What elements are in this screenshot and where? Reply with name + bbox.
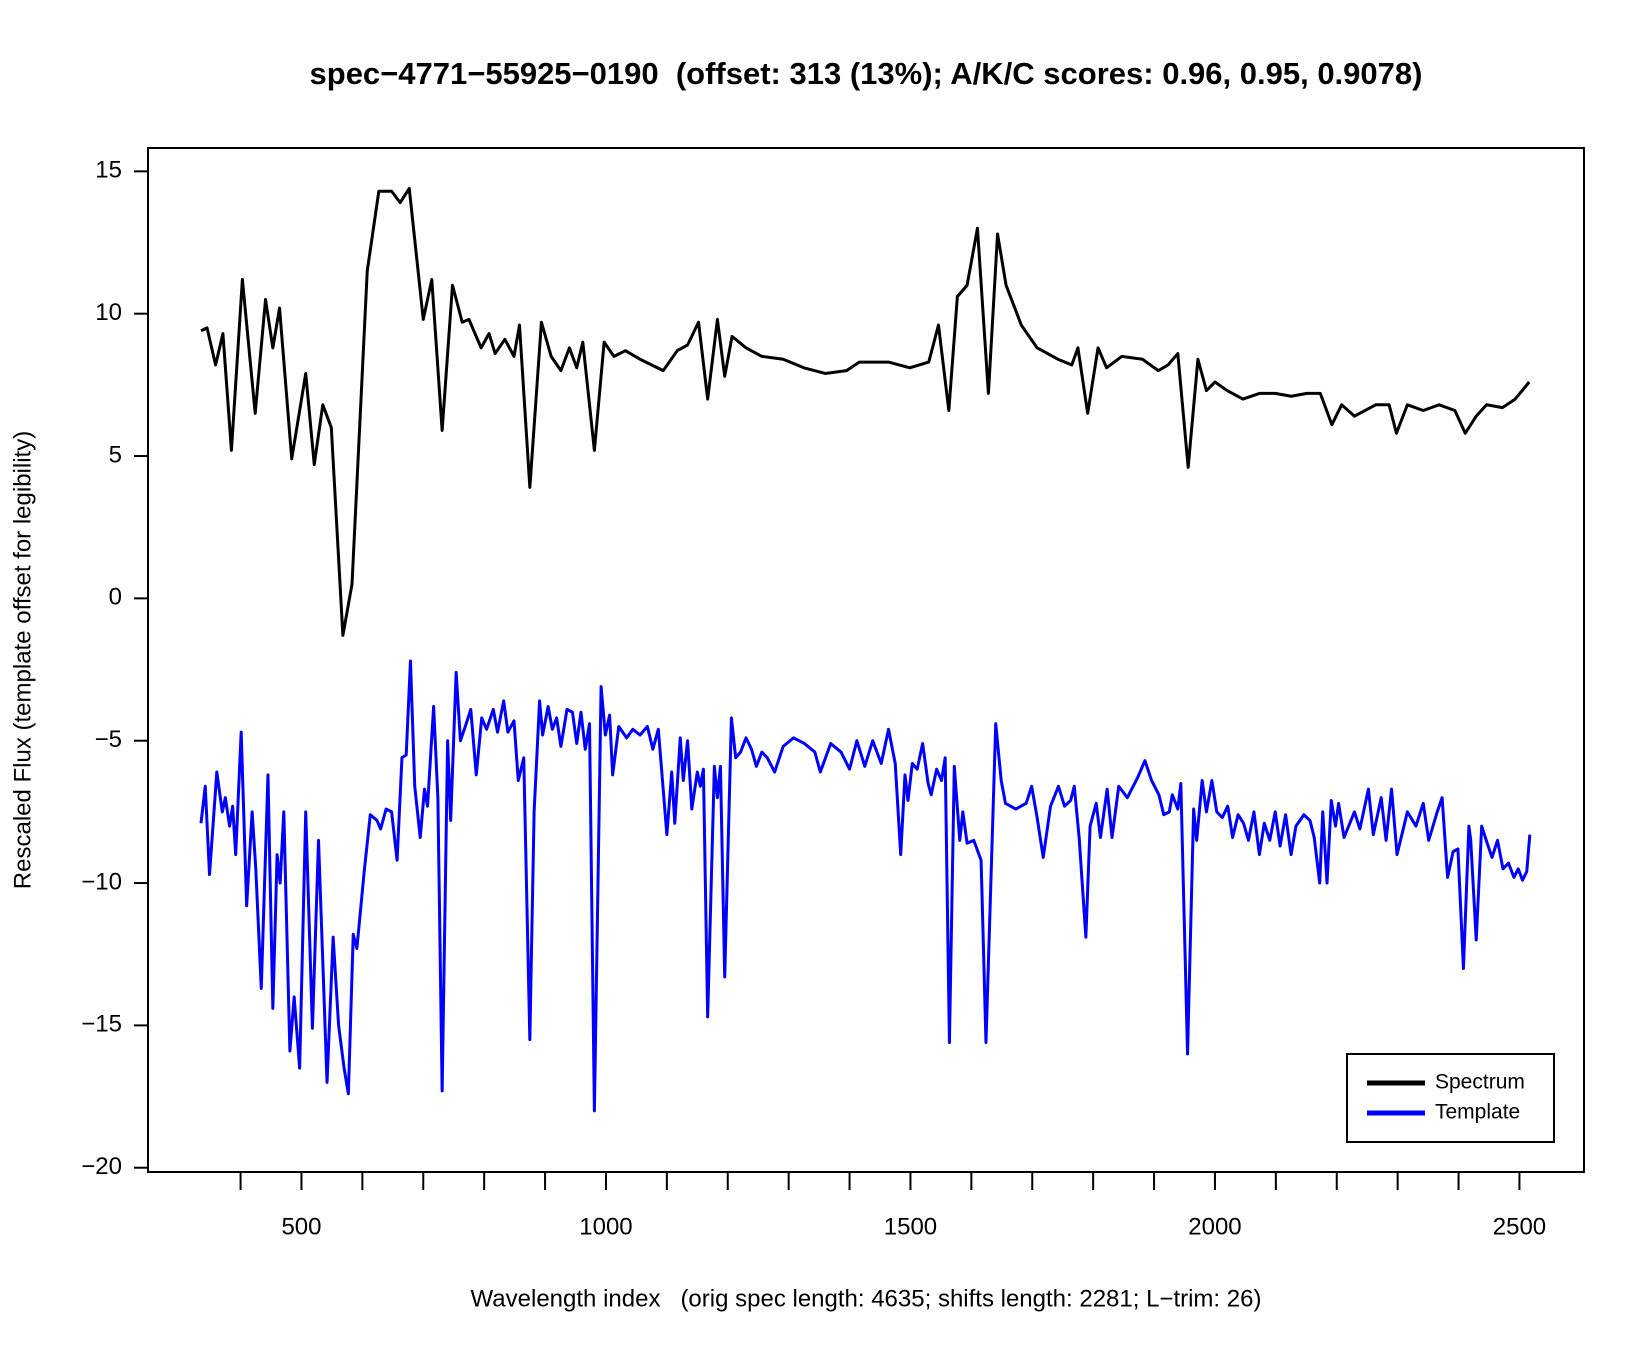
x-tick-label: 1500 bbox=[884, 1213, 937, 1240]
series-line bbox=[199, 659, 1532, 1113]
legend-label: Spectrum bbox=[1435, 1071, 1525, 1094]
x-tick-label: 2000 bbox=[1188, 1213, 1241, 1240]
legend-box bbox=[1346, 1053, 1555, 1143]
y-tick-label: 15 bbox=[95, 157, 122, 184]
y-tick-label: −10 bbox=[81, 868, 122, 895]
plot-frame bbox=[147, 147, 1585, 1173]
y-tick-label: 10 bbox=[95, 299, 122, 326]
y-tick-label: 5 bbox=[109, 441, 122, 468]
y-tick-label: −15 bbox=[81, 1011, 122, 1038]
chart-title: spec−4771−55925−0190 (offset: 313 (13%);… bbox=[310, 56, 1423, 91]
x-axis-title: Wavelength index (orig spec length: 4635… bbox=[471, 1285, 1262, 1312]
y-tick-label: 0 bbox=[109, 584, 122, 611]
y-axis-title: Rescaled Flux (template offset for legib… bbox=[9, 431, 36, 889]
legend-label: Template bbox=[1435, 1101, 1520, 1124]
x-tick-label: 500 bbox=[281, 1213, 321, 1240]
y-tick-label: −20 bbox=[81, 1153, 122, 1180]
y-tick-label: −5 bbox=[95, 726, 122, 753]
x-tick-label: 2500 bbox=[1493, 1213, 1546, 1240]
series-line bbox=[200, 186, 1531, 637]
x-tick-label: 1000 bbox=[579, 1213, 632, 1240]
